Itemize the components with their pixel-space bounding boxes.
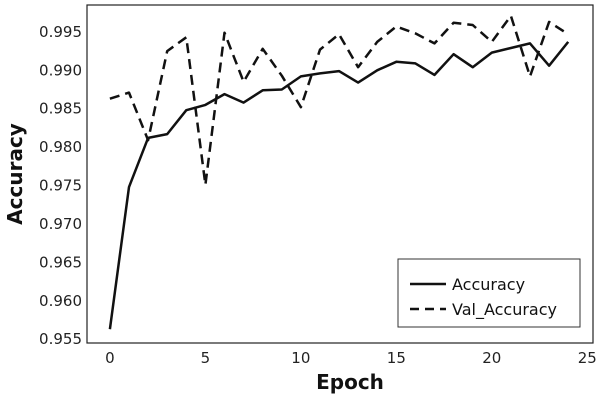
y-tick-label: 0.960 [39,292,82,310]
x-tick-label: 20 [482,349,501,367]
y-tick-label: 0.965 [39,253,82,271]
x-tick-labels: 0 5 10 15 20 25 [105,349,597,367]
x-tick-label: 5 [201,349,211,367]
x-tick-label: 25 [578,349,597,367]
y-tick-label: 0.975 [39,177,82,195]
y-tick-label: 0.995 [39,23,82,41]
legend-label-val-accuracy: Val_Accuracy [452,300,557,320]
x-tick-label: 0 [105,349,115,367]
y-tick-label: 0.955 [39,330,82,348]
series-line-accuracy [108,41,570,330]
y-axis-title: Accuracy [3,123,27,225]
legend-box [397,258,581,328]
y-tick-label: 0.990 [39,61,82,79]
legend-label-accuracy: Accuracy [452,275,525,294]
y-tick-label: 0.985 [39,100,82,118]
x-tick-label: 10 [291,349,310,367]
x-tick-label: 15 [387,349,406,367]
legend: Accuracy Val_Accuracy [397,258,581,328]
y-tick-label: 0.980 [39,138,82,156]
x-axis-title: Epoch [316,370,384,394]
y-tick-label: 0.970 [39,215,82,233]
y-tick-labels: 0.955 0.960 0.965 0.970 0.975 0.980 0.985 0.990… [39,23,82,348]
series-lines [108,14,570,330]
